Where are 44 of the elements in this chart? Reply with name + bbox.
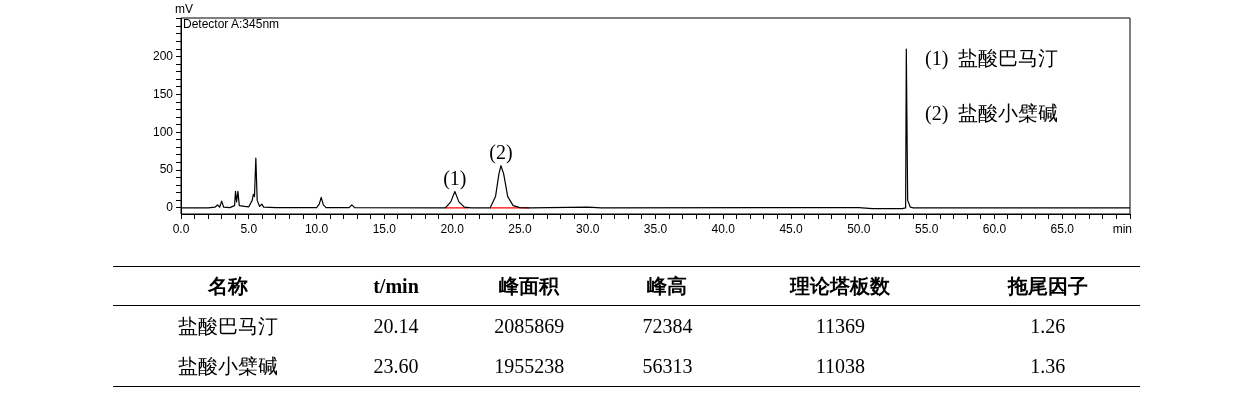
text: 11369	[814, 313, 866, 339]
text: 峰高	[609, 267, 726, 306]
text: 拖尾因子	[955, 267, 1140, 306]
text: 2085869	[493, 313, 566, 339]
y-tick-label: 100	[152, 124, 174, 139]
text: 11038	[814, 353, 866, 379]
x-tick-label: 60.0	[982, 221, 1007, 236]
annotation: (2) 盐酸小檗碱	[925, 102, 1059, 126]
x-tick-label: 5.0	[240, 221, 258, 236]
x-tick-label: 55.0	[914, 221, 939, 236]
x-tick-label: 35.0	[643, 221, 668, 236]
x-tick-label: 10.0	[304, 221, 329, 236]
text: 盐酸小檗碱	[177, 353, 280, 379]
text: 1.26	[1029, 313, 1067, 339]
text: 盐酸巴马汀	[177, 313, 280, 339]
y-tick-label: 150	[152, 86, 174, 101]
text: 20.14	[372, 313, 420, 339]
x-tick-label: 65.0	[1050, 221, 1075, 236]
y-tick-label: 0	[166, 200, 174, 215]
x-tick-label: 40.0	[711, 221, 736, 236]
x-tick-label: 15.0	[372, 221, 397, 236]
x-tick-label: 30.0	[576, 221, 600, 236]
annotation: (1)	[443, 166, 467, 190]
x-tick-label: 50.0	[847, 221, 871, 236]
text: 56313	[641, 353, 694, 379]
x-tick-label: 0.0	[172, 221, 190, 236]
x-axis-title: min	[1112, 222, 1132, 237]
text: 理论塔板数	[725, 267, 956, 306]
text: 峰面积	[448, 267, 610, 306]
annotation: (2)	[489, 140, 513, 164]
y-tick-label: 50	[159, 162, 174, 177]
text: t/min	[343, 267, 449, 306]
text: 名称	[113, 267, 344, 306]
y-axis-title: mV	[175, 2, 193, 17]
annotation: Detector A:345nm	[183, 17, 280, 32]
annotation: (1) 盐酸巴马汀	[925, 47, 1059, 71]
text: 23.60	[372, 353, 420, 379]
text: 1.36	[1029, 353, 1067, 379]
x-tick-label: 25.0	[508, 221, 532, 236]
x-tick-label: 20.0	[440, 221, 465, 236]
y-tick-label: 200	[152, 48, 174, 63]
text: 1955238	[493, 353, 566, 379]
x-tick-label: 45.0	[779, 221, 804, 236]
text: 72384	[641, 313, 694, 339]
